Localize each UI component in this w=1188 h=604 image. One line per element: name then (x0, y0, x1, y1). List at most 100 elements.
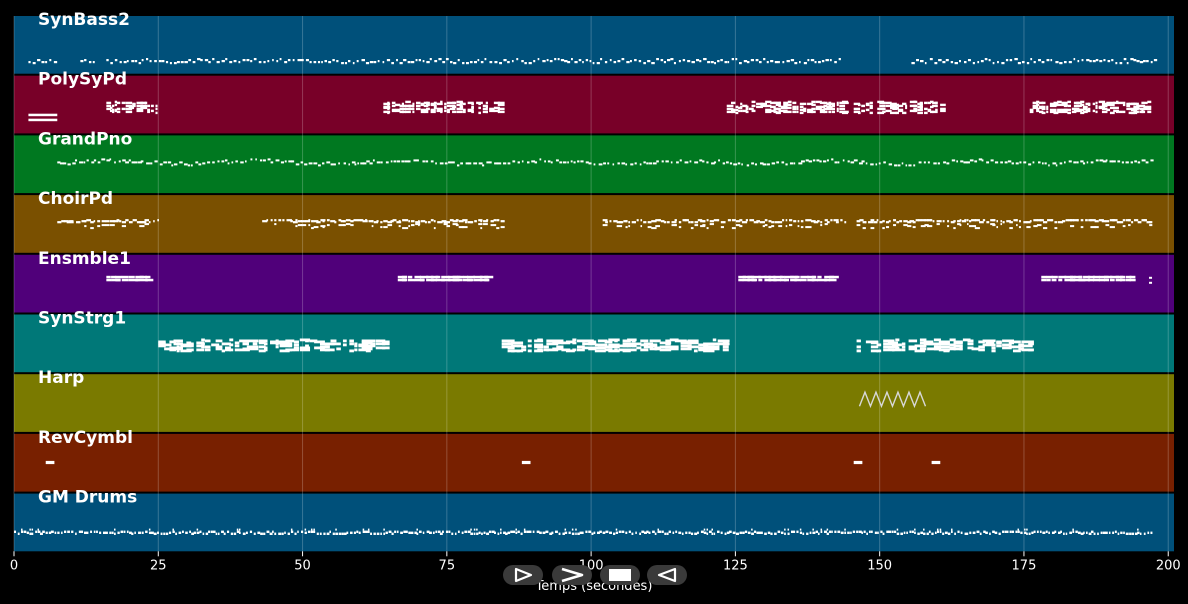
note (1011, 162, 1014, 165)
note (640, 225, 643, 228)
note (501, 342, 514, 346)
note (435, 275, 441, 279)
note (787, 110, 792, 114)
note (669, 345, 679, 349)
note (278, 532, 282, 535)
note (743, 60, 748, 63)
note (493, 219, 497, 222)
note (246, 347, 259, 351)
note (499, 62, 502, 65)
note (1063, 61, 1067, 64)
note (1106, 108, 1111, 112)
note (71, 530, 74, 533)
note (856, 339, 861, 343)
note (823, 110, 828, 114)
note (1150, 531, 1153, 534)
note (326, 161, 331, 164)
note (685, 531, 688, 534)
note (1095, 59, 1099, 62)
note (415, 107, 421, 111)
note (926, 532, 929, 535)
note (738, 109, 741, 113)
note (833, 219, 839, 222)
note (483, 531, 486, 534)
note (341, 532, 344, 535)
note (711, 61, 714, 64)
note (991, 339, 996, 343)
play-button[interactable] (503, 565, 543, 585)
note (1041, 162, 1044, 165)
note (625, 226, 628, 229)
note (967, 59, 971, 62)
note (819, 108, 826, 112)
note (861, 104, 866, 108)
note (138, 62, 142, 65)
note (543, 348, 549, 352)
note (767, 163, 770, 166)
note (779, 278, 787, 282)
note (195, 161, 199, 164)
note (151, 531, 154, 534)
note (111, 275, 117, 279)
note (796, 107, 799, 111)
note (511, 60, 514, 63)
note (293, 340, 299, 344)
fast-forward-button[interactable] (552, 565, 592, 585)
note (844, 101, 849, 105)
note (420, 110, 425, 114)
note (885, 101, 892, 105)
note (430, 108, 436, 112)
note (443, 223, 448, 226)
note (28, 61, 31, 64)
note (829, 530, 832, 533)
note (193, 531, 196, 534)
note (1043, 221, 1048, 224)
note (1002, 221, 1005, 224)
note (764, 219, 768, 222)
note (468, 162, 472, 165)
note (1023, 221, 1028, 224)
note (262, 159, 266, 162)
note (233, 60, 237, 63)
note (340, 224, 345, 227)
note (138, 531, 141, 534)
note (949, 343, 956, 347)
note (803, 102, 807, 106)
note (408, 225, 411, 228)
note (622, 339, 631, 343)
note (467, 530, 471, 533)
rewind-button[interactable] (647, 565, 687, 585)
note (977, 61, 980, 64)
x-tick-label: 50 (294, 558, 311, 573)
note (602, 219, 608, 222)
stop-button[interactable] (600, 565, 640, 585)
note (147, 108, 151, 112)
note (665, 160, 669, 163)
note (537, 58, 540, 61)
note (638, 60, 642, 63)
note (837, 161, 840, 164)
note (751, 278, 757, 282)
track-notes (106, 275, 1153, 284)
note (986, 221, 990, 224)
note (357, 219, 362, 222)
note (1109, 160, 1114, 163)
note (119, 61, 122, 64)
note (923, 532, 926, 535)
note (773, 110, 778, 114)
note (576, 339, 585, 343)
note (489, 61, 493, 64)
note (158, 340, 166, 344)
note (972, 62, 975, 65)
note (1004, 530, 1007, 533)
note (688, 531, 691, 534)
note (240, 161, 244, 164)
note (263, 532, 266, 535)
note (1123, 531, 1125, 534)
note (992, 219, 996, 222)
note (1112, 160, 1116, 163)
note (1083, 278, 1091, 282)
note (188, 59, 192, 62)
note (943, 349, 950, 353)
note (916, 59, 919, 62)
